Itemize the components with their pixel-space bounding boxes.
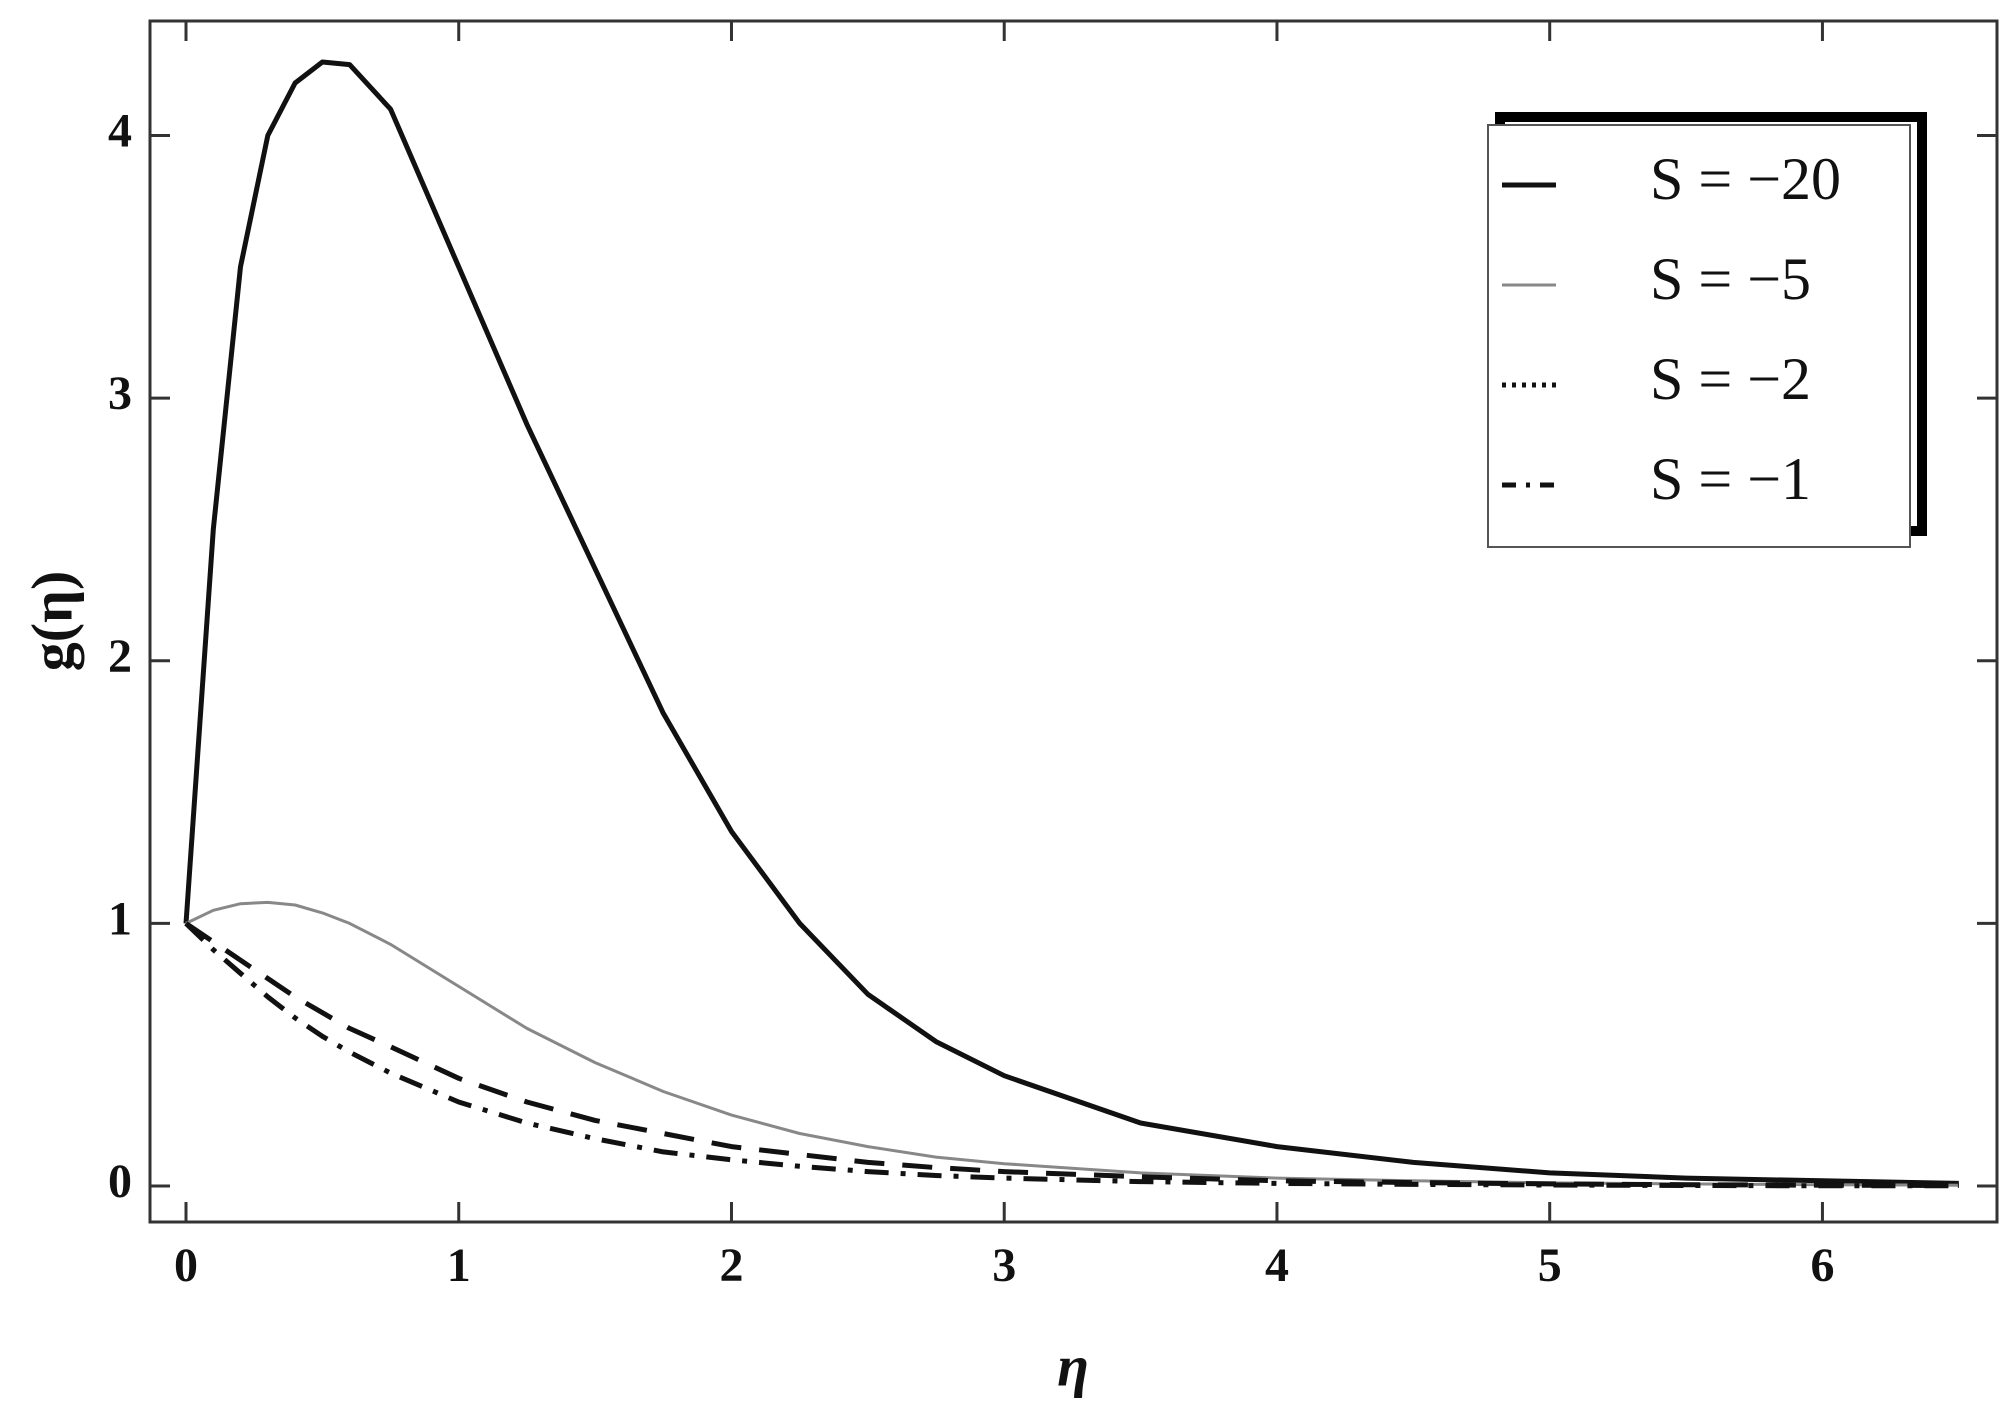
y-tick-label: 1	[108, 892, 132, 945]
legend-label: S = −2	[1650, 346, 1811, 412]
series-line	[185, 900, 1959, 1187]
y-tick-label: 0	[108, 1155, 132, 1208]
legend-label: S = −1	[1650, 446, 1811, 512]
x-tick-label: 2	[719, 1239, 743, 1292]
x-axis-label: η	[1057, 1333, 1089, 1398]
legend-label: S = −5	[1650, 246, 1811, 312]
y-axis-label: g(η)	[19, 571, 84, 672]
y-tick-label: 3	[108, 367, 132, 420]
x-tick-label: 4	[1265, 1239, 1289, 1292]
series-line	[184, 921, 1959, 1188]
x-tick-label: 3	[992, 1239, 1016, 1292]
x-tick-label: 6	[1810, 1239, 1834, 1292]
y-tick-label: 2	[108, 630, 132, 683]
series-line	[183, 59, 1959, 1186]
x-tick-label: 5	[1538, 1239, 1562, 1292]
plot-frame	[148, 19, 1999, 1224]
x-tick-label: 1	[447, 1239, 471, 1292]
legend-label: S = −20	[1650, 146, 1841, 212]
legend-box	[1487, 124, 1911, 548]
x-tick-label: 0	[174, 1239, 198, 1292]
y-tick-label: 4	[108, 105, 132, 158]
series-line	[184, 921, 1959, 1189]
